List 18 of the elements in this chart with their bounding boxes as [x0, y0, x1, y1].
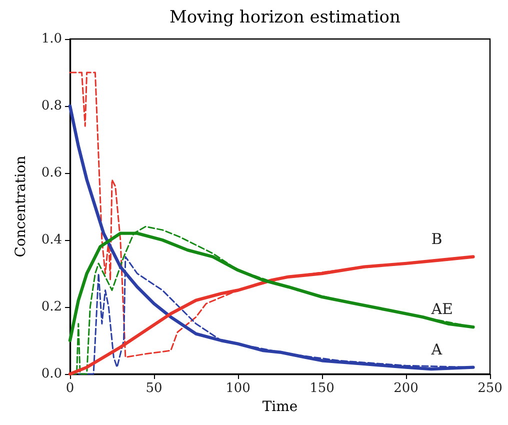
- x-tick-label: 100: [226, 381, 250, 396]
- x-tick-label: 0: [66, 381, 74, 396]
- series-label: AE: [430, 300, 453, 318]
- series-label: A: [430, 340, 442, 358]
- chart-title: Moving horizon estimation: [170, 8, 401, 28]
- y-tick-label: 0.0: [41, 366, 62, 382]
- y-tick-label: 1.0: [41, 32, 62, 46]
- y-tick-label: 0.4: [41, 232, 62, 248]
- y-axis-title: Concentration: [13, 156, 29, 258]
- y-tick-label: 0.6: [41, 166, 62, 180]
- y-tick-label: 0.8: [41, 98, 62, 114]
- series-label: B: [431, 230, 442, 248]
- x-axis-title: Time: [262, 399, 298, 415]
- x-tick-label: 200: [394, 381, 418, 396]
- x-tick-label: 50: [146, 381, 162, 396]
- y-tick-label: 0.2: [41, 300, 62, 314]
- x-tick-label: 250: [478, 381, 502, 396]
- x-tick-label: 150: [310, 381, 334, 396]
